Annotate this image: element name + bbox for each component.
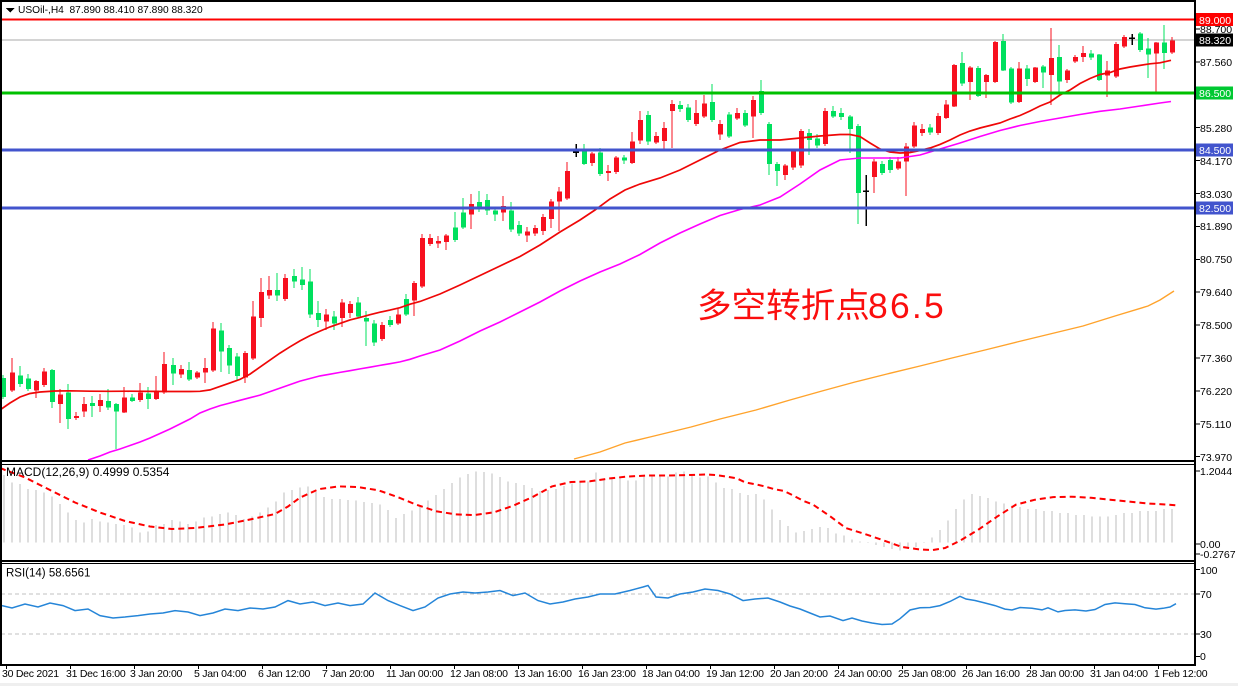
svg-text:25 Jan 08:00: 25 Jan 08:00 <box>898 668 956 680</box>
svg-text:30 Dec 2021: 30 Dec 2021 <box>2 668 59 680</box>
svg-text:100: 100 <box>1200 565 1218 577</box>
svg-text:11 Jan 00:00: 11 Jan 00:00 <box>386 668 443 680</box>
svg-text:0: 0 <box>1200 651 1206 663</box>
svg-text:6 Jan 12:00: 6 Jan 12:00 <box>258 668 311 680</box>
svg-text:24 Jan 00:00: 24 Jan 00:00 <box>834 668 892 680</box>
svg-text:5 Jan 04:00: 5 Jan 04:00 <box>194 668 247 680</box>
svg-text:70: 70 <box>1200 589 1212 601</box>
svg-text:18 Jan 04:00: 18 Jan 04:00 <box>642 668 700 680</box>
svg-text:16 Jan 23:00: 16 Jan 23:00 <box>578 668 636 680</box>
svg-text:73.970: 73.970 <box>1200 452 1232 464</box>
svg-text:USOil-,H4 87.890 88.410 87.89: USOil-,H4 87.890 88.410 87.890 88.320 <box>18 5 203 16</box>
svg-text:12 Jan 08:00: 12 Jan 08:00 <box>450 668 508 680</box>
svg-text:30: 30 <box>1200 629 1212 641</box>
svg-text:89.000: 89.000 <box>1199 15 1231 27</box>
svg-text:20 Jan 20:00: 20 Jan 20:00 <box>770 668 828 680</box>
svg-text:83.030: 83.030 <box>1200 189 1232 201</box>
svg-text:75.110: 75.110 <box>1200 419 1231 431</box>
svg-text:3 Jan 20:00: 3 Jan 20:00 <box>130 668 183 680</box>
svg-text:78.500: 78.500 <box>1200 320 1232 332</box>
svg-text:85.280: 85.280 <box>1200 123 1232 135</box>
svg-text:26 Jan 16:00: 26 Jan 16:00 <box>962 668 1020 680</box>
svg-text:88.320: 88.320 <box>1199 35 1231 47</box>
svg-text:77.360: 77.360 <box>1200 353 1232 365</box>
svg-text:31 Jan 04:00: 31 Jan 04:00 <box>1090 668 1148 680</box>
svg-text:86.5: 86.5 <box>868 286 946 326</box>
svg-text:13 Jan 16:00: 13 Jan 16:00 <box>514 668 572 680</box>
svg-text:76.220: 76.220 <box>1200 386 1232 398</box>
svg-text:19 Jan 12:00: 19 Jan 12:00 <box>706 668 764 680</box>
svg-text:86.500: 86.500 <box>1199 88 1231 100</box>
svg-text:87.560: 87.560 <box>1200 57 1232 69</box>
svg-text:84.170: 84.170 <box>1200 156 1232 168</box>
svg-text:1 Feb 12:00: 1 Feb 12:00 <box>1154 668 1208 680</box>
svg-text:79.640: 79.640 <box>1200 287 1232 299</box>
svg-text:7 Jan 20:00: 7 Jan 20:00 <box>322 668 375 680</box>
svg-text:84.500: 84.500 <box>1199 145 1231 157</box>
svg-text:81.890: 81.890 <box>1200 221 1232 233</box>
svg-text:RSI(14) 58.6561: RSI(14) 58.6561 <box>6 568 90 580</box>
svg-text:MACD(12,26,9) 0.4999 0.5354: MACD(12,26,9) 0.4999 0.5354 <box>6 465 170 479</box>
svg-text:28 Jan 00:00: 28 Jan 00:00 <box>1026 668 1084 680</box>
svg-text:-0.2767: -0.2767 <box>1200 549 1236 561</box>
svg-text:31 Dec 16:00: 31 Dec 16:00 <box>66 668 126 680</box>
svg-text:0.00: 0.00 <box>1200 539 1221 551</box>
svg-text:82.500: 82.500 <box>1199 203 1231 215</box>
svg-text:88.700: 88.700 <box>1200 24 1232 36</box>
svg-text:1.2044: 1.2044 <box>1200 466 1232 478</box>
svg-text:80.750: 80.750 <box>1200 254 1232 266</box>
